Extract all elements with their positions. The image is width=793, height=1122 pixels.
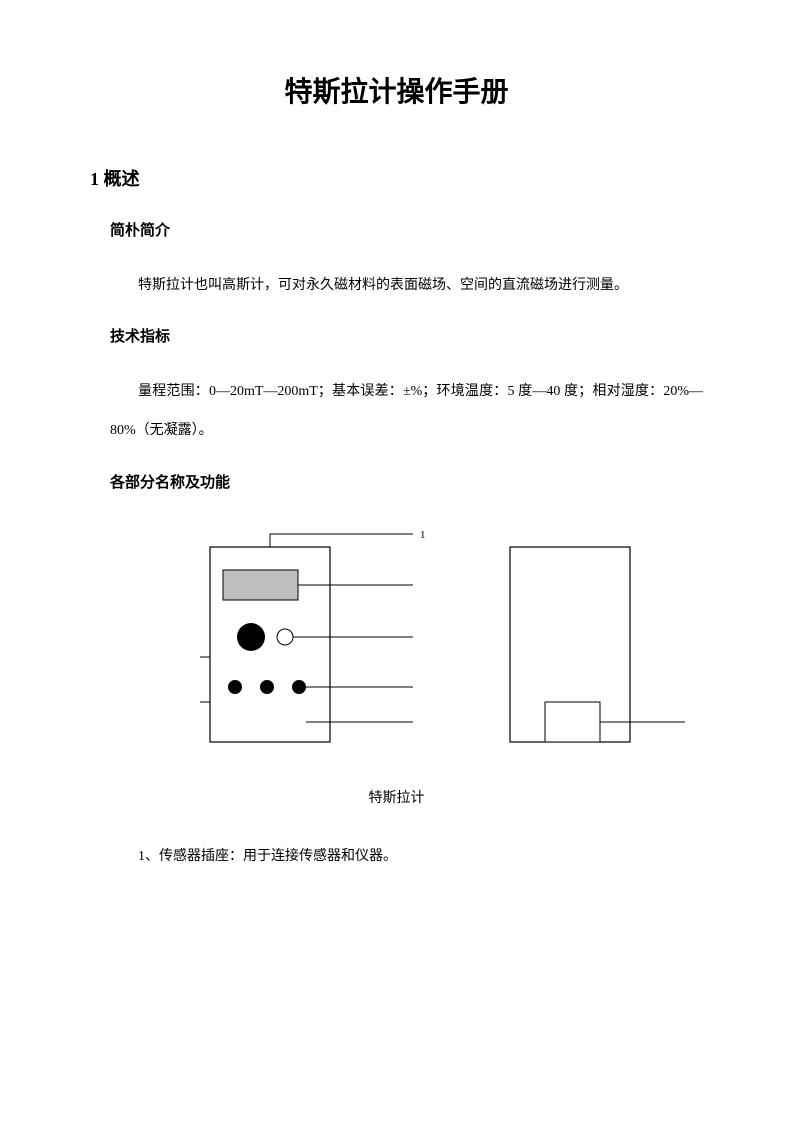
button-2: [260, 680, 274, 694]
back-port: [545, 702, 600, 742]
list-item-1: 1、传感器插座：用于连接传感器和仪器。: [110, 837, 703, 876]
page-title: 特斯拉计操作手册: [90, 70, 703, 110]
button-3: [292, 680, 306, 694]
diagram-caption: 特斯拉计: [90, 787, 703, 807]
sub1-heading: 简朴简介: [110, 219, 703, 240]
sub2-heading: 技术指标: [110, 325, 703, 346]
device-diagram: 1: [90, 522, 703, 757]
large-knob: [237, 623, 265, 651]
sub2-text: 量程范围：0—20mT—200mT；基本误差：±%；环境温度：5 度—40 度；…: [110, 372, 703, 450]
sub1-text: 特斯拉计也叫高斯计，可对永久磁材料的表面磁场、空间的直流磁场进行测量。: [110, 266, 703, 305]
device-diagram-svg: 1: [90, 522, 703, 752]
lcd-screen: [223, 570, 298, 600]
section-1-heading: 1 概述: [90, 165, 703, 191]
button-1: [228, 680, 242, 694]
callout-label-1: 1: [420, 529, 426, 541]
callout-line-top: [270, 534, 413, 547]
sub3-heading: 各部分名称及功能: [110, 471, 703, 492]
